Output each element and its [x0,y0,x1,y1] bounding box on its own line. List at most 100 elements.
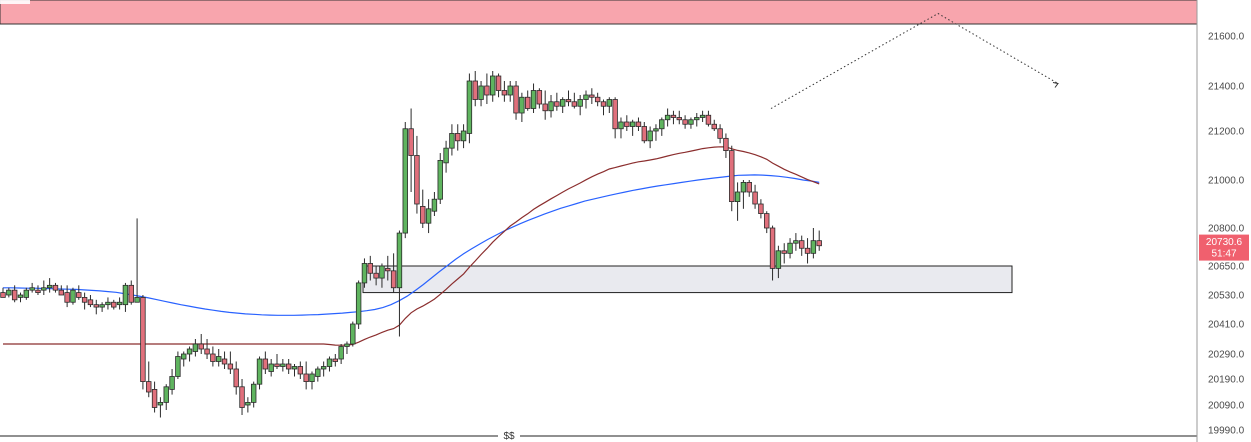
candle-body [285,363,292,370]
candle-body [81,297,88,303]
candle [571,92,578,109]
candle-body [128,284,134,303]
candle-body [769,227,776,269]
candle [554,92,560,111]
candle-body [396,232,403,289]
candle-body [729,150,735,203]
candle [688,117,694,129]
resistance-zone [0,0,1198,25]
candle [478,81,484,107]
candle [58,285,64,296]
indicator-layer [3,146,820,346]
candle [682,115,688,129]
candle-body [513,85,519,114]
y-axis[interactable]: 21600.0 21400.0 21200.0 21000.0 20800.0 20650… [1208,32,1245,437]
candle [414,135,420,214]
top-left-toolbar-tab[interactable] [0,0,30,4]
candle-body [35,289,41,293]
candle [548,95,554,118]
candle-body [425,208,432,224]
candle [612,97,618,139]
candle-body [536,90,543,105]
candle [810,228,817,259]
candle-body [233,368,239,388]
candle-body [23,289,30,298]
candle [816,230,822,251]
candle [35,285,41,295]
candle-body [29,287,35,291]
candle-body [169,376,175,390]
candle-body [676,117,682,121]
candle-body [245,401,251,406]
candle-body [717,128,723,139]
candle-body [507,85,513,96]
candle [268,359,274,377]
candle [729,145,735,212]
candle-body [58,289,64,296]
candle [647,126,653,149]
candle-body [280,363,286,367]
candle [676,110,682,125]
candle [437,153,443,204]
candle [320,361,327,377]
candle [169,369,175,395]
candle [163,384,169,410]
candle [355,280,362,329]
candle [525,90,531,111]
candle [99,302,105,312]
candle-body [525,96,531,109]
candle [513,81,519,120]
candle-body [495,75,502,91]
candle [6,287,12,298]
candle-body [367,263,373,274]
candle-body [478,85,484,100]
candle-body [332,358,339,362]
candle-body [315,368,321,377]
candle-body [583,94,589,100]
candle [746,180,752,197]
candle-body [484,85,490,96]
bottom-marker-bg [498,430,520,442]
candle [758,199,764,219]
candle [285,359,292,374]
candle-body [589,94,595,98]
candle-body [624,121,630,127]
candle-body [355,282,362,325]
candle [105,297,111,310]
candle [181,351,187,367]
candle [711,119,717,131]
candle [804,238,811,264]
candle-body [361,263,368,284]
candles-layer [0,71,822,418]
candle-body [309,373,315,382]
candle-body [76,292,82,298]
projection-path [770,12,1059,109]
candle-body [227,363,234,370]
candle-body [52,284,59,291]
last-price-badge: 20730.6 51:47 [1199,234,1249,261]
candle-body [140,297,146,382]
candle-body [635,121,642,127]
y-axis-tick-label: 21200.0 [1208,127,1245,138]
candle [653,124,659,141]
candle-body [694,117,700,121]
candle [198,334,204,354]
candle [793,233,799,251]
candle-body [414,155,420,205]
candle-body [274,363,280,367]
candle-body [192,343,199,352]
candle-body [390,270,397,289]
candle-body [64,292,70,303]
candle-body [204,348,210,355]
candle-body [793,240,799,244]
candle [577,95,583,116]
candle-body [326,358,333,367]
candle [338,344,344,364]
y-axis-tick-label: 19990.0 [1208,426,1245,437]
candle-body [163,386,169,403]
candle [41,280,47,295]
candle [303,361,309,390]
candle-body [373,272,379,279]
candle-body [134,297,140,303]
